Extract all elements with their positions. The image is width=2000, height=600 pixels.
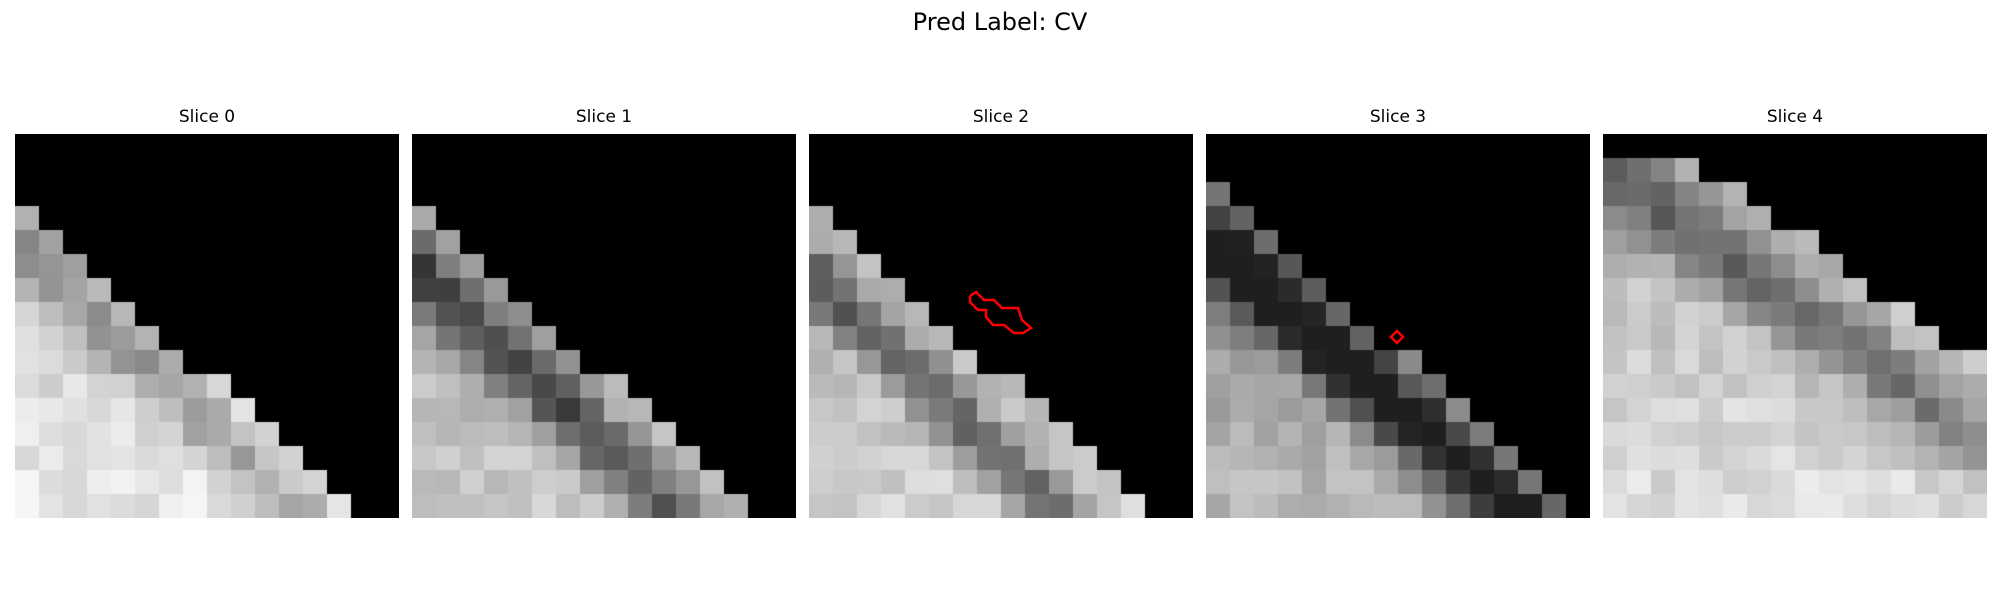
contour-overlay	[1389, 329, 1405, 345]
lesion-contour	[968, 290, 1034, 335]
slice-panel-1: Slice 1	[412, 106, 796, 518]
slice-title: Slice 3	[1369, 107, 1427, 127]
slice-image	[412, 134, 796, 518]
lesion-contour	[1389, 329, 1405, 345]
slice-title: Slice 4	[1766, 107, 1824, 127]
slice-image	[15, 134, 399, 518]
slice-panel-4: Slice 4	[1603, 106, 1987, 518]
slice-title: Slice 1	[575, 107, 633, 127]
contour-overlay	[968, 290, 1034, 335]
slice-image	[1206, 134, 1590, 518]
slice-title: Slice 0	[178, 107, 236, 127]
figure-title: Pred Label: CV	[912, 8, 1088, 36]
slice-panel-2: Slice 2	[809, 106, 1193, 518]
slice-panel-0: Slice 0	[15, 106, 399, 518]
slice-panel-3: Slice 3	[1206, 106, 1590, 518]
slice-title: Slice 2	[972, 107, 1030, 127]
slice-image	[1603, 134, 1987, 518]
